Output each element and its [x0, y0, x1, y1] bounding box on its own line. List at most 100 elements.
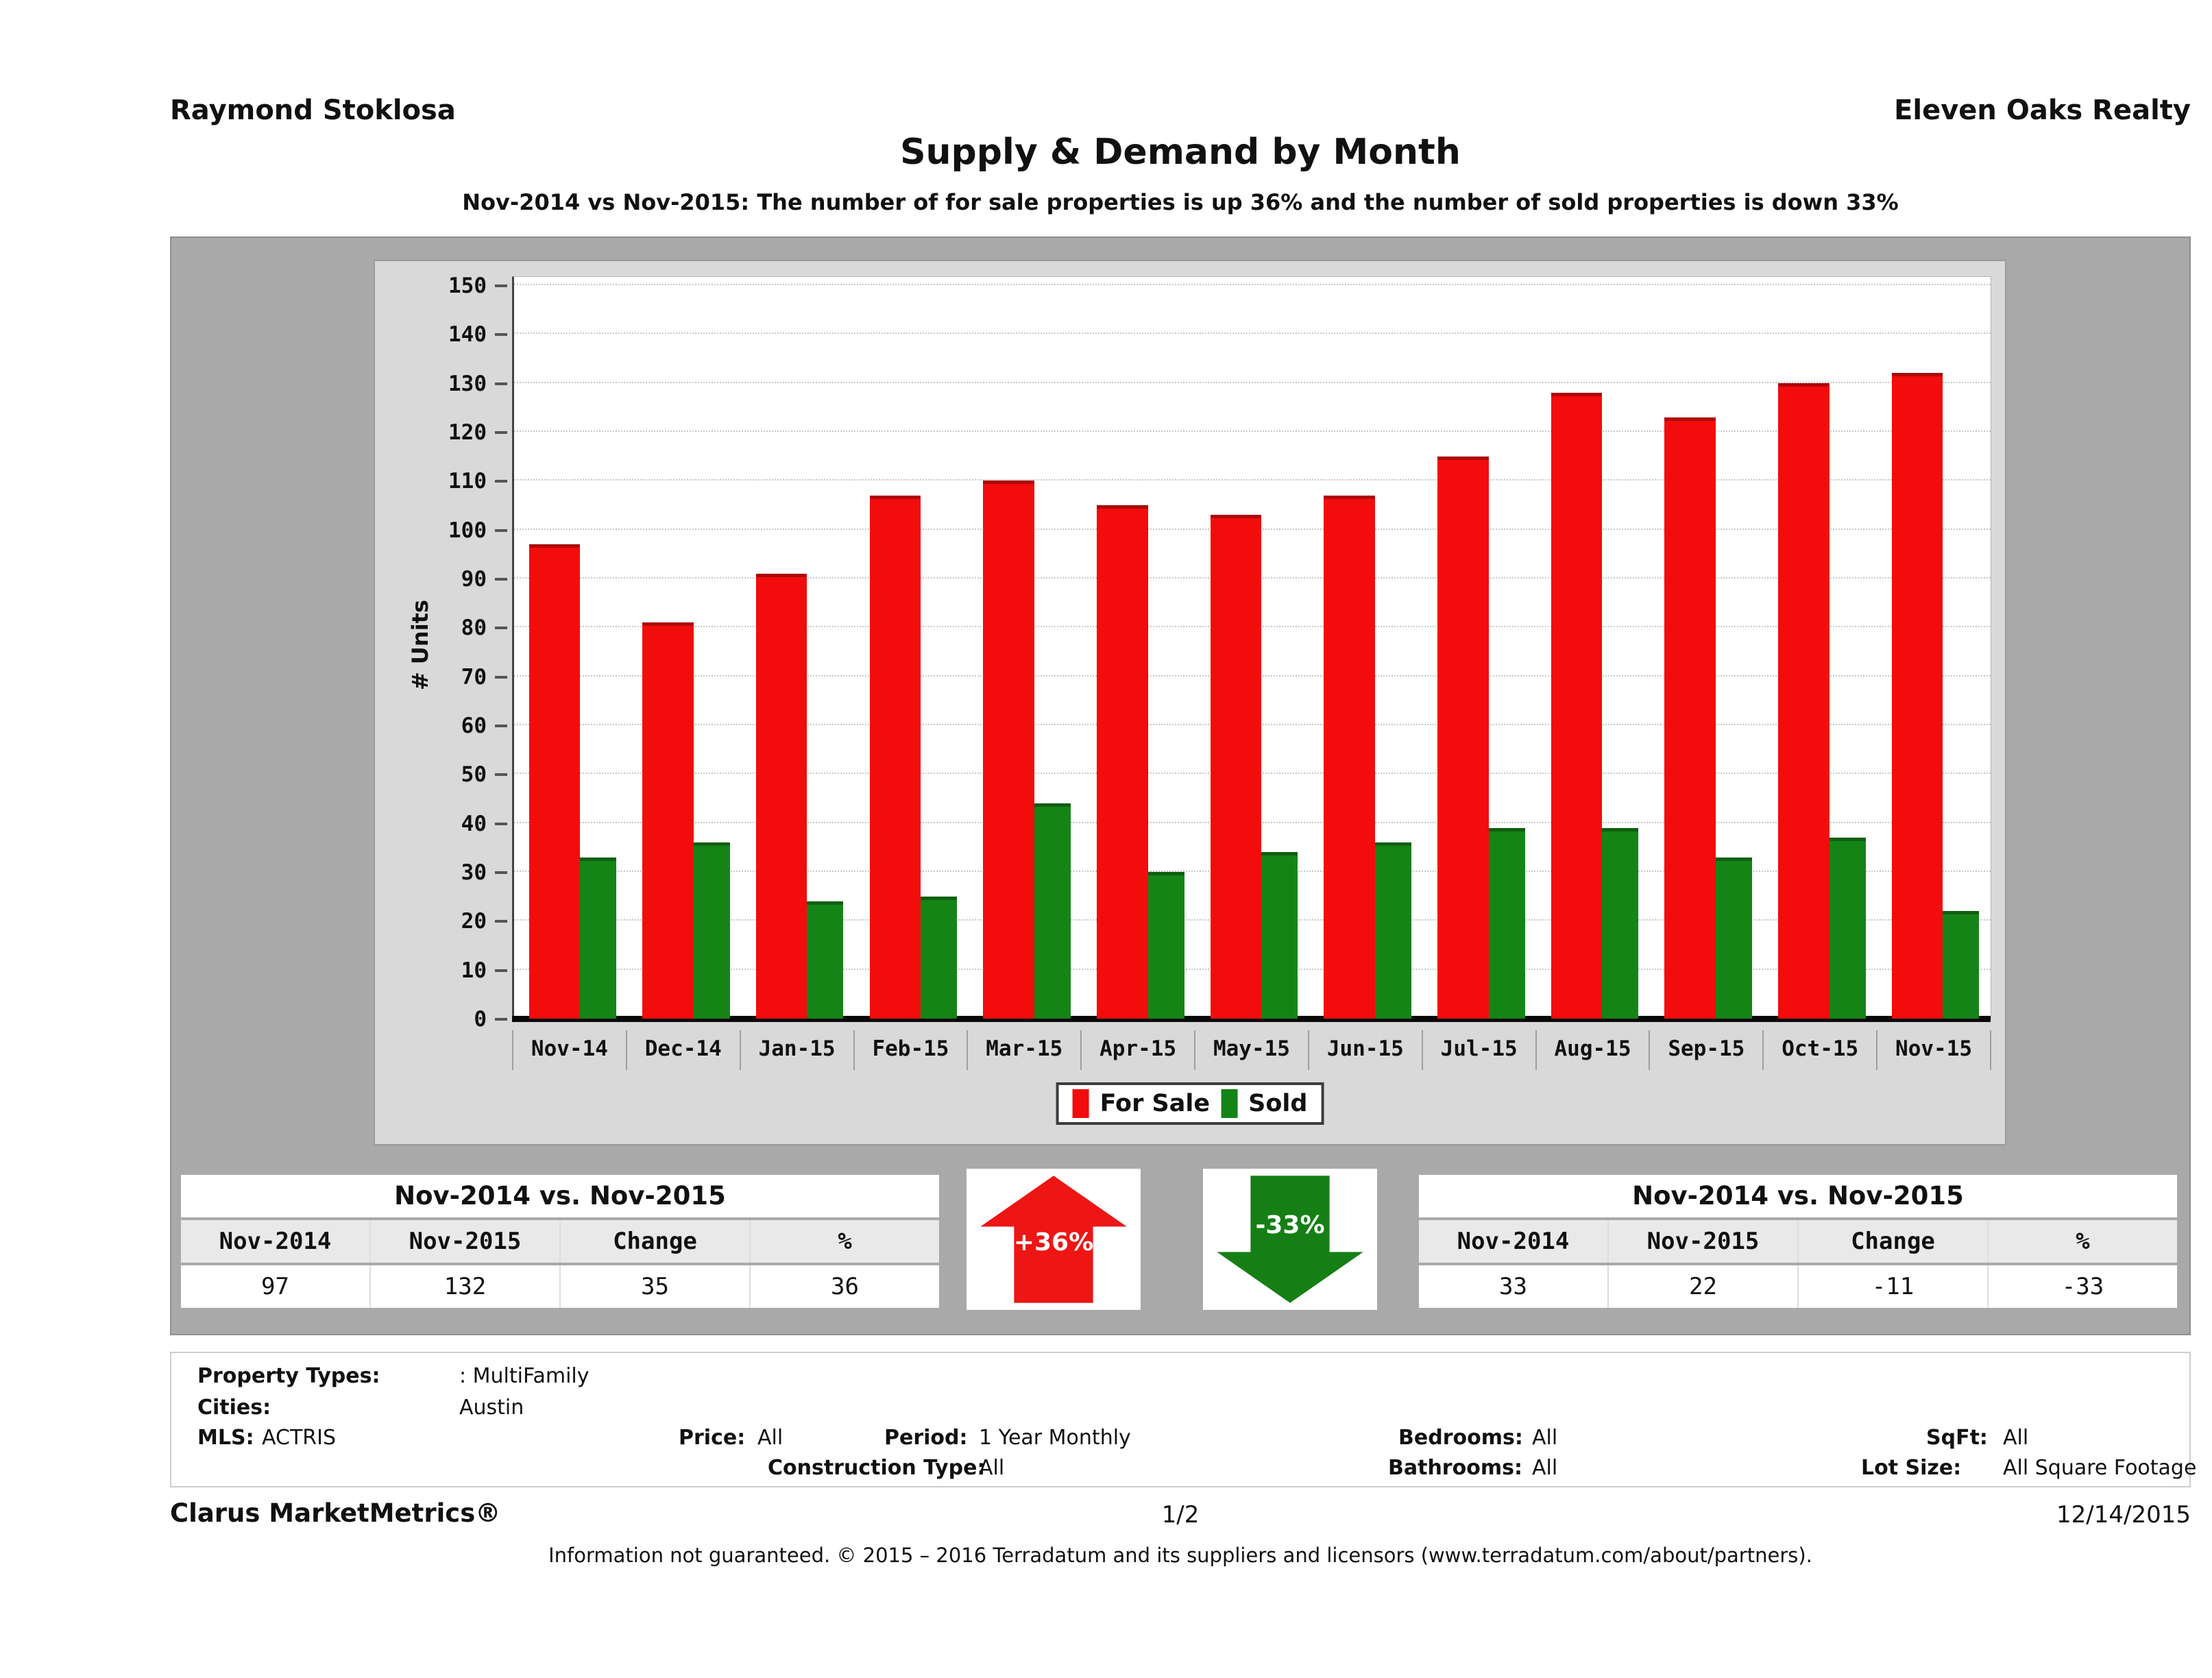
- agent-name: Raymond Stoklosa: [170, 95, 456, 126]
- mls-value: ACTRIS: [262, 1426, 337, 1450]
- col-header: Nov-2014: [181, 1220, 369, 1263]
- x-axis-label: Aug-15: [1535, 1030, 1649, 1070]
- plot-area: [512, 276, 1991, 1022]
- x-axis-label: Nov-15: [1876, 1030, 1991, 1070]
- x-axis-label: Oct-15: [1762, 1030, 1876, 1070]
- y-tick-mark: [495, 284, 507, 287]
- bar-group: [969, 277, 1082, 1019]
- page-number: 1/2: [1161, 1501, 1200, 1529]
- bar-group: [1195, 277, 1309, 1019]
- bar-group: [1877, 277, 1991, 1019]
- for-sale-bar: [1210, 515, 1262, 1019]
- y-tick-mark: [495, 382, 507, 385]
- y-tick-label: 50: [461, 762, 487, 788]
- x-axis-label: Jan-15: [739, 1030, 853, 1070]
- y-tick-mark: [495, 822, 507, 825]
- report-page: Raymond Stoklosa Eleven Oaks Realty Supp…: [170, 0, 2196, 1678]
- y-tick-label: 10: [461, 958, 487, 983]
- y-tick-mark: [495, 627, 507, 630]
- y-tick-mark: [495, 871, 507, 874]
- y-tick-label: 120: [448, 420, 487, 445]
- down-arrow-icon: [1217, 1176, 1363, 1303]
- y-tick-mark: [495, 773, 507, 777]
- gridline: [514, 381, 1991, 383]
- y-tick-mark: [495, 920, 507, 923]
- cities-label: Cities:: [197, 1396, 271, 1420]
- y-tick-label: 140: [448, 322, 487, 348]
- for-sale-comparison-table: Nov-2014 vs. Nov-2015 Nov-2014 Nov-2015 …: [181, 1175, 939, 1311]
- for-sale-bar: [1096, 505, 1148, 1019]
- price-label: Price:: [679, 1426, 746, 1450]
- cities-value: Austin: [459, 1396, 524, 1420]
- x-axis-line: [512, 1016, 1991, 1022]
- mls-label: MLS:: [197, 1426, 254, 1450]
- y-tick-label: 70: [461, 664, 487, 690]
- table-row: 33 22 -11 -33: [1419, 1265, 2177, 1308]
- price-value: All: [757, 1426, 783, 1450]
- for-sale-bar: [755, 573, 807, 1019]
- sqft-value: All: [2003, 1426, 2029, 1450]
- y-tick-mark: [495, 431, 507, 434]
- y-tick-label: 60: [461, 714, 487, 738]
- y-tick-label: 80: [461, 616, 487, 641]
- bar-group: [855, 277, 969, 1019]
- for-sale-bar: [1891, 373, 1943, 1019]
- y-tick-mark: [495, 675, 507, 679]
- up-arrow-box: +36%: [967, 1169, 1141, 1310]
- sold-bar: [1034, 803, 1071, 1019]
- table-cell: -11: [1797, 1265, 1987, 1308]
- table-row: 97 132 35 36: [181, 1265, 939, 1308]
- page-title: Supply & Demand by Month: [900, 132, 1461, 173]
- disclaimer-text: Information not guaranteed. © 2015 – 201…: [548, 1544, 1812, 1567]
- col-header: Nov-2015: [369, 1220, 559, 1263]
- sold-bar: [807, 901, 844, 1019]
- page-subtitle: Nov-2014 vs Nov-2015: The number of for …: [462, 189, 1899, 215]
- table-cell: 97: [181, 1265, 369, 1308]
- for-sale-bar: [642, 622, 694, 1019]
- sold-swatch-icon: [1221, 1089, 1238, 1118]
- bar-group: [1423, 277, 1537, 1019]
- table-cell: 35: [559, 1265, 749, 1308]
- table-cell: 33: [1419, 1265, 1607, 1308]
- col-header: Nov-2014: [1419, 1220, 1607, 1263]
- sold-bar: [1943, 911, 1980, 1019]
- y-tick-mark: [495, 725, 507, 727]
- y-tick-label: 110: [448, 469, 487, 494]
- table-title: Nov-2014 vs. Nov-2015: [181, 1175, 939, 1217]
- period-value: 1 Year Monthly: [979, 1426, 1131, 1450]
- for-sale-bar: [1778, 382, 1830, 1019]
- x-axis-label: Sep-15: [1649, 1030, 1762, 1070]
- lot-size-value: All Square Footage: [2003, 1456, 2197, 1480]
- for-sale-bar: [983, 481, 1034, 1019]
- bar-group: [1650, 277, 1764, 1019]
- col-header: Change: [1797, 1220, 1987, 1263]
- bars-layer: [514, 277, 1991, 1019]
- for-sale-bar: [528, 544, 581, 1019]
- y-tick-mark: [495, 578, 507, 581]
- bar-group: [1764, 277, 1877, 1019]
- y-tick-label: 130: [448, 371, 487, 396]
- down-arrow-box: -33%: [1203, 1169, 1377, 1310]
- lot-size-label: Lot Size:: [1861, 1456, 1962, 1480]
- y-tick-mark: [495, 969, 507, 972]
- col-header: Nov-2015: [1607, 1220, 1797, 1263]
- construction-type-label: Construction Type:: [768, 1456, 986, 1480]
- property-types-label: Property Types:: [197, 1364, 380, 1388]
- x-axis-label: Jun-15: [1307, 1030, 1422, 1070]
- table-header-row: Nov-2014 Nov-2015 Change %: [181, 1220, 939, 1263]
- bar-group: [514, 277, 628, 1019]
- up-arrow-label: +36%: [1013, 1228, 1094, 1256]
- x-axis-label: May-15: [1194, 1030, 1308, 1070]
- bedrooms-value: All: [1532, 1426, 1558, 1450]
- x-axis-label: Mar-15: [967, 1030, 1080, 1070]
- construction-type-value: All: [979, 1456, 1005, 1480]
- x-axis-label: Apr-15: [1080, 1030, 1194, 1070]
- sold-bar: [580, 857, 617, 1019]
- x-axis-label: Jul-15: [1421, 1030, 1535, 1070]
- bar-group: [628, 277, 742, 1019]
- y-tick-mark: [495, 1018, 507, 1021]
- down-arrow-label: -33%: [1255, 1211, 1325, 1239]
- sold-bar: [1829, 838, 1866, 1019]
- bathrooms-label: Bathrooms:: [1388, 1456, 1522, 1480]
- y-axis: 0 10 20 30 40 50 60 70 80 90 100 110 120 130 140 150: [375, 273, 510, 1032]
